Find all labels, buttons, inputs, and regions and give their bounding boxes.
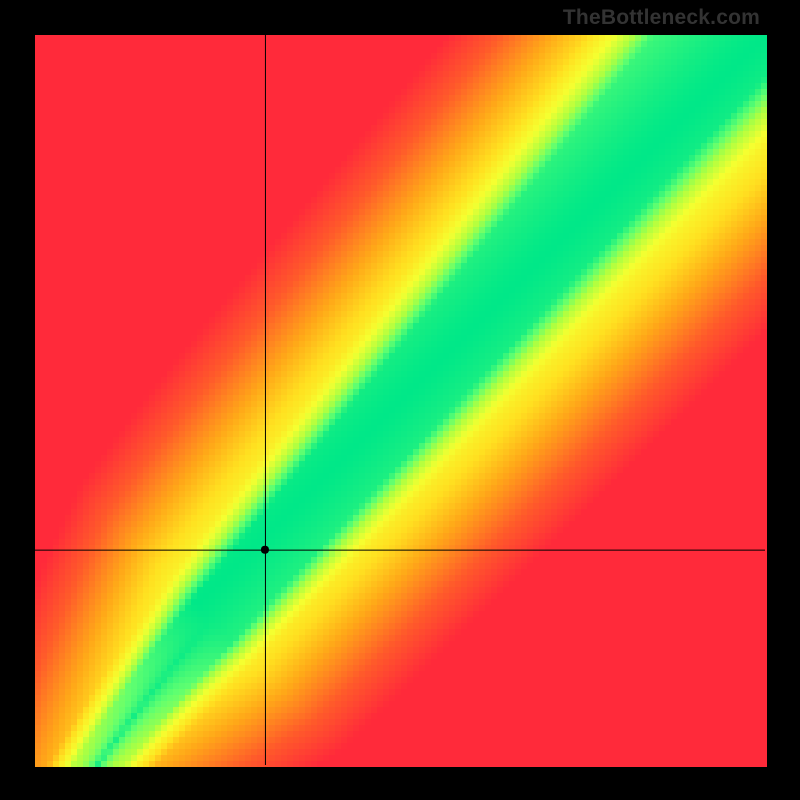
watermark-text: TheBottleneck.com	[563, 6, 760, 30]
bottleneck-heatmap	[0, 0, 800, 800]
chart-container: TheBottleneck.com	[0, 0, 800, 800]
